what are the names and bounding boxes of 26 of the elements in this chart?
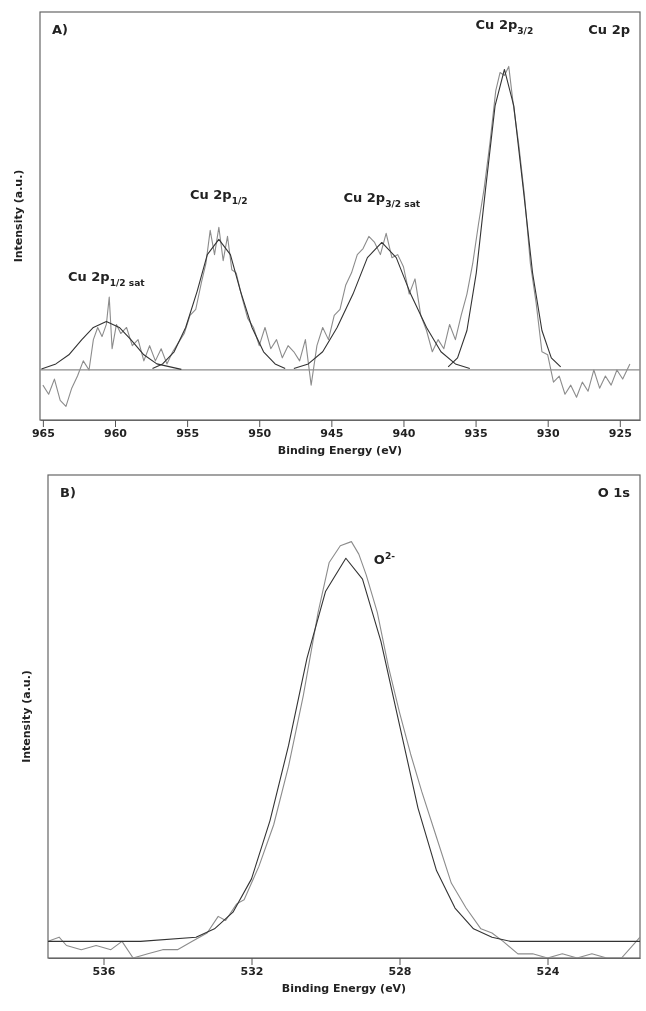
text: B) (60, 485, 76, 500)
y-axis-title: Intensity (a.u.) (20, 670, 33, 763)
text: O 1s (597, 485, 631, 500)
x-tick-label: 532 (240, 964, 264, 978)
x-tick-label: 965 (31, 426, 55, 440)
x-tick-label: 955 (176, 426, 200, 440)
x-tick-label: 930 (536, 426, 561, 440)
x-tick-label: 925 (608, 426, 632, 440)
text: Cu 2p (588, 22, 630, 37)
annotation: Cu 2p$_{1/2}$ (190, 187, 248, 207)
x-axis-title: Binding Energy (eV) (277, 444, 403, 457)
x-tick-label: 528 (388, 964, 412, 978)
y-axis-title: Intensity (a.u.) (12, 169, 25, 263)
x-tick-label: 950 (248, 426, 272, 440)
annotation: Cu 2p$_{3/2 sat}$ (343, 190, 421, 210)
x-tick-label: 935 (464, 426, 488, 440)
x-axis-title: Binding Energy (eV) (281, 982, 407, 995)
text: A) (52, 22, 69, 37)
x-tick-label: 536 (92, 964, 116, 978)
text: Cu 2p$_{3/2}$ (475, 17, 534, 37)
x-tick-label: 960 (104, 426, 128, 440)
annotation: O$^{2-}$ (373, 551, 396, 568)
annotation: Cu 2p$_{1/2 sat}$ (67, 269, 146, 289)
x-tick-label: 945 (320, 426, 344, 440)
x-tick-label: 524 (536, 964, 560, 978)
x-tick-label: 940 (392, 426, 416, 440)
